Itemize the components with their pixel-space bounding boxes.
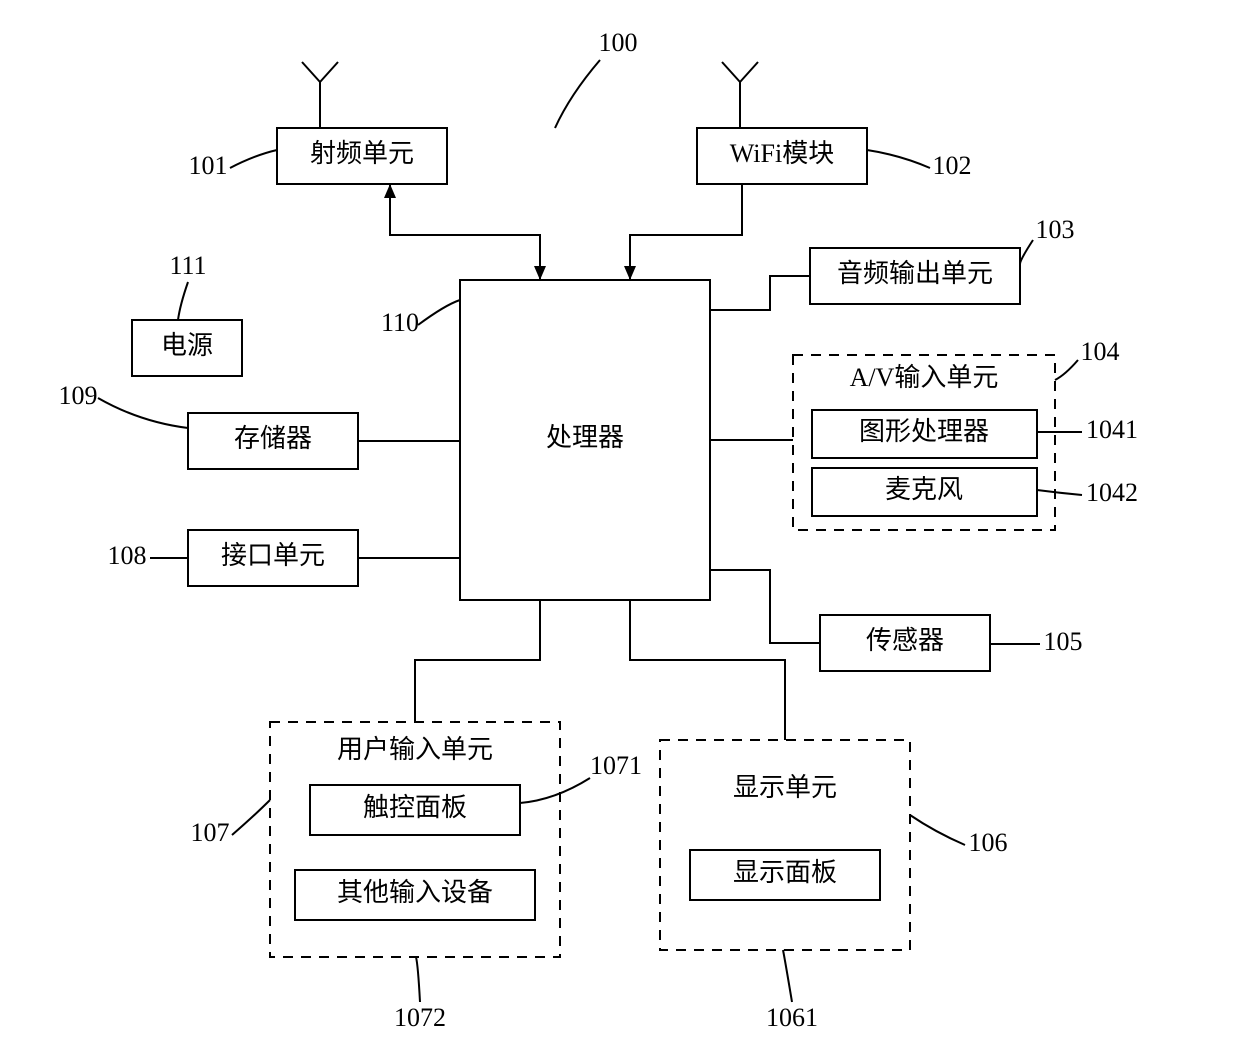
svg-text:108: 108 [108,541,147,570]
wire-wifi-processor [624,184,742,280]
svg-text:107: 107 [191,818,230,847]
svg-text:102: 102 [933,151,972,180]
ref-105: 105 [990,627,1083,656]
svg-text:1042: 1042 [1086,478,1138,507]
wifi-module-label: WiFi模块 [730,139,834,168]
interface-unit-label: 接口单元 [221,541,325,570]
svg-text:111: 111 [169,251,206,280]
svg-text:1071: 1071 [590,751,642,780]
svg-text:101: 101 [189,151,228,180]
ref-104: 104 [1055,337,1120,380]
wire-proc-audio [710,276,810,310]
ref-108: 108 [108,541,189,570]
svg-text:106: 106 [969,828,1008,857]
audio-output-label: 音频输出单元 [837,259,993,288]
sensor-block: 传感器 [820,615,990,671]
memory-block: 存储器 [188,413,358,469]
av-input-title: A/V输入单元 [850,363,999,392]
svg-text:100: 100 [599,28,638,57]
user-input-title: 用户输入单元 [337,735,493,764]
svg-text:109: 109 [59,381,98,410]
ref-109: 109 [59,381,189,428]
processor-block: 处理器 [460,280,710,600]
ref-100: 100 [555,28,638,128]
wire-proc-userin [415,600,540,722]
svg-text:1041: 1041 [1086,415,1138,444]
user-input-group: 用户输入单元 触控面板 其他输入设备 [270,722,560,957]
ref-1042: 1042 [1037,478,1138,507]
processor-label: 处理器 [546,423,624,452]
svg-text:103: 103 [1036,215,1075,244]
ref-1041: 1041 [1037,415,1138,444]
av-input-group: A/V输入单元 图形处理器 麦克风 [793,355,1055,530]
ref-106: 106 [910,815,1008,857]
display-unit-group: 显示单元 显示面板 [660,740,910,950]
ref-103: 103 [1020,215,1075,264]
sensor-label: 传感器 [866,626,944,655]
memory-label: 存储器 [234,424,312,453]
diagram-canvas: 处理器 射频单元 WiFi模块 音频输出单元 电源 存储器 接口单元 传感器 A… [0,0,1240,1056]
wifi-module-block: WiFi模块 [697,128,867,184]
power-block: 电源 [132,320,242,376]
mic-label: 麦克风 [885,475,963,504]
ref-102: 102 [867,150,972,180]
svg-text:104: 104 [1081,337,1120,366]
power-label: 电源 [161,331,213,360]
antenna-wifi [722,62,758,128]
interface-unit-block: 接口单元 [188,530,358,586]
display-unit-title: 显示单元 [733,773,837,802]
rf-unit-block: 射频单元 [277,128,447,184]
ref-1071: 1071 [520,751,642,803]
svg-text:1072: 1072 [394,1003,446,1032]
wire-rf-processor [384,184,546,280]
svg-text:1061: 1061 [766,1003,818,1032]
wire-proc-sensor [710,570,820,643]
ref-101: 101 [189,150,278,180]
touch-panel-label: 触控面板 [363,793,467,822]
wire-proc-display [630,600,785,740]
svg-text:110: 110 [381,308,419,337]
ref-107: 107 [191,800,271,847]
ref-111: 111 [169,251,206,320]
gpu-label: 图形处理器 [859,417,989,446]
antenna-rf [302,62,338,128]
rf-unit-label: 射频单元 [310,139,414,168]
display-panel-label: 显示面板 [733,858,837,887]
ref-110: 110 [381,300,460,337]
other-input-label: 其他输入设备 [337,878,493,907]
audio-output-block: 音频输出单元 [810,248,1020,304]
ref-1061: 1061 [766,950,818,1032]
svg-text:105: 105 [1044,627,1083,656]
ref-1072: 1072 [394,957,446,1032]
